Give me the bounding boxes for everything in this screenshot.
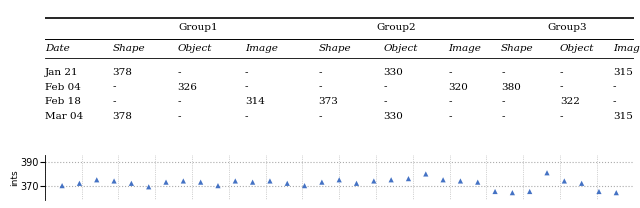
Point xyxy=(143,185,154,188)
Text: -: - xyxy=(560,68,563,77)
Point xyxy=(490,190,500,193)
Text: 326: 326 xyxy=(177,83,197,92)
Point xyxy=(334,178,344,181)
Point xyxy=(525,190,535,193)
Point xyxy=(161,181,171,184)
Text: -: - xyxy=(177,97,180,106)
Point xyxy=(508,191,518,194)
Text: -: - xyxy=(448,68,452,77)
Point xyxy=(92,178,102,181)
Text: Shape: Shape xyxy=(113,44,145,53)
Text: Image: Image xyxy=(448,44,481,53)
Text: -: - xyxy=(613,83,616,92)
Point xyxy=(559,179,570,183)
Point xyxy=(351,182,362,185)
Text: 330: 330 xyxy=(383,68,403,77)
Text: Group3: Group3 xyxy=(548,22,587,31)
Point xyxy=(594,190,604,193)
Text: Feb 04: Feb 04 xyxy=(45,83,81,92)
Point xyxy=(420,172,431,176)
Text: Group1: Group1 xyxy=(178,22,218,31)
Text: Date: Date xyxy=(45,44,70,53)
Point xyxy=(74,182,84,185)
Text: -: - xyxy=(501,97,504,106)
Point xyxy=(230,179,241,183)
Text: -: - xyxy=(560,112,563,121)
Text: -: - xyxy=(319,68,322,77)
Text: 322: 322 xyxy=(560,97,580,106)
Text: Jan 21: Jan 21 xyxy=(45,68,79,77)
Text: Shape: Shape xyxy=(319,44,351,53)
Text: Image: Image xyxy=(613,44,640,53)
Point xyxy=(403,177,413,180)
Text: Feb 18: Feb 18 xyxy=(45,97,81,106)
Point xyxy=(438,178,448,181)
Point xyxy=(300,184,310,187)
Text: -: - xyxy=(177,68,180,77)
Text: Mar 04: Mar 04 xyxy=(45,112,83,121)
Point xyxy=(542,171,552,175)
Text: 373: 373 xyxy=(319,97,339,106)
Point xyxy=(317,181,327,184)
Text: 378: 378 xyxy=(113,112,132,121)
Text: -: - xyxy=(383,83,387,92)
Text: -: - xyxy=(613,97,616,106)
Text: -: - xyxy=(245,112,248,121)
Point xyxy=(126,182,136,185)
Point xyxy=(386,178,396,181)
Text: -: - xyxy=(501,68,504,77)
Text: Object: Object xyxy=(560,44,595,53)
Y-axis label: ints: ints xyxy=(10,169,19,186)
Text: 378: 378 xyxy=(113,68,132,77)
Text: -: - xyxy=(113,83,116,92)
Point xyxy=(57,184,67,187)
Text: -: - xyxy=(319,83,322,92)
Text: 320: 320 xyxy=(448,83,468,92)
Point xyxy=(196,181,206,184)
Text: -: - xyxy=(177,112,180,121)
Text: -: - xyxy=(501,112,504,121)
Point xyxy=(213,184,223,187)
Point xyxy=(282,182,292,185)
Point xyxy=(369,179,379,183)
Text: -: - xyxy=(383,97,387,106)
Text: -: - xyxy=(448,112,452,121)
Text: -: - xyxy=(113,97,116,106)
Point xyxy=(472,181,483,184)
Text: -: - xyxy=(245,68,248,77)
Text: 330: 330 xyxy=(383,112,403,121)
Text: Object: Object xyxy=(177,44,212,53)
Point xyxy=(265,179,275,183)
Text: Image: Image xyxy=(245,44,278,53)
Text: Group2: Group2 xyxy=(377,22,417,31)
Text: -: - xyxy=(560,83,563,92)
Point xyxy=(248,181,258,184)
Text: -: - xyxy=(448,97,452,106)
Text: 315: 315 xyxy=(613,68,633,77)
Point xyxy=(611,191,621,194)
Text: 315: 315 xyxy=(613,112,633,121)
Text: Shape: Shape xyxy=(501,44,534,53)
Text: 314: 314 xyxy=(245,97,265,106)
Text: Object: Object xyxy=(383,44,418,53)
Point xyxy=(577,182,587,185)
Point xyxy=(178,179,188,183)
Point xyxy=(109,179,119,183)
Text: -: - xyxy=(245,83,248,92)
Text: 380: 380 xyxy=(501,83,521,92)
Point xyxy=(455,179,465,183)
Text: -: - xyxy=(319,112,322,121)
